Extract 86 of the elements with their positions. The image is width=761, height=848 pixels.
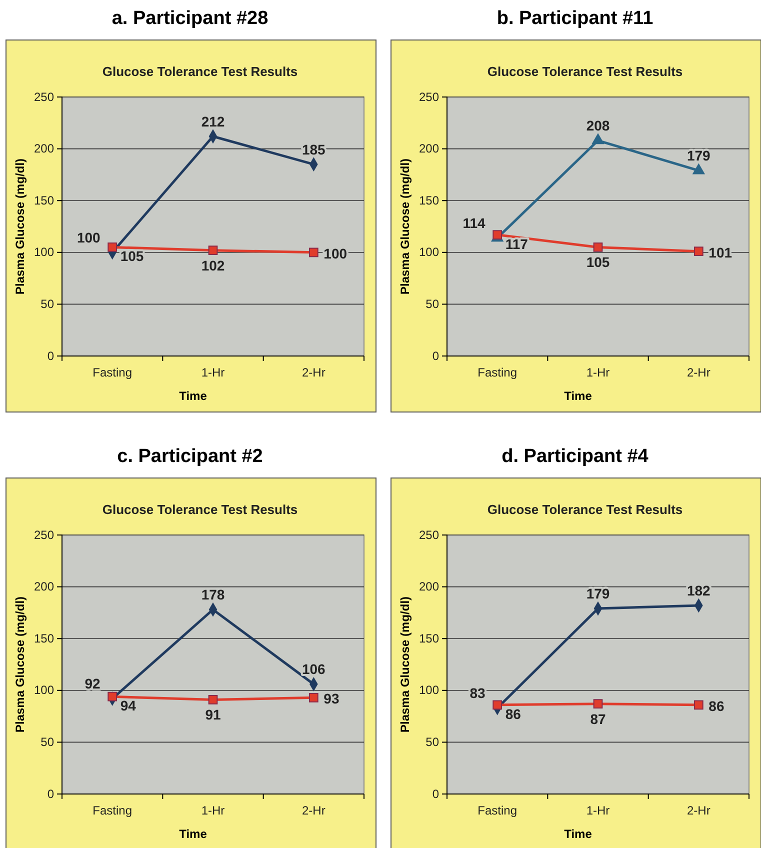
point [694, 246, 704, 256]
point [492, 230, 502, 240]
y-tick-label: 100 [418, 245, 440, 260]
y-tick-label: 250 [418, 90, 440, 104]
point [208, 695, 218, 704]
y-tick-label: 200 [34, 580, 54, 594]
x-tick-label: Fasting [478, 366, 518, 380]
y-tick-label: 0 [47, 348, 54, 363]
point [308, 692, 318, 702]
y-tick-label: 50 [426, 297, 440, 312]
x-tick-label: 2-Hr [686, 366, 710, 380]
y-tick-label: 200 [34, 142, 54, 156]
point [208, 246, 218, 256]
chart-subtitle: Glucose Tolerance Test Results [487, 502, 683, 517]
y-tick-label: 50 [40, 297, 54, 312]
chart-subtitle: Glucose Tolerance Test Results [102, 64, 298, 79]
y-tick-label: 50 [426, 735, 440, 750]
data-label: 179 [586, 586, 610, 602]
point [108, 242, 118, 252]
point [593, 242, 603, 252]
x-axis-title: Time [179, 827, 208, 841]
y-tick-label: 0 [47, 786, 54, 801]
data-label: 208 [586, 118, 610, 134]
data-label: 179 [686, 148, 711, 164]
y-tick-label: 100 [34, 683, 54, 698]
data-label: 100 [76, 229, 101, 246]
point [308, 248, 318, 258]
data-label: 105 [586, 254, 610, 270]
chart-title: c. Participant #2 [117, 446, 263, 467]
point [108, 692, 118, 702]
data-label: 86 [708, 698, 724, 714]
point [492, 700, 502, 710]
chart-title: b. Participant #11 [496, 8, 654, 29]
x-axis-title: Time [564, 389, 592, 403]
chart-title: a. Participant #28 [112, 8, 268, 29]
y-tick-label: 100 [418, 683, 440, 698]
data-label: 102 [201, 257, 225, 274]
y-tick-label: 150 [418, 631, 440, 646]
data-label: 93 [324, 690, 340, 707]
y-tick-label: 50 [40, 735, 54, 750]
x-tick-label: 1-Hr [586, 804, 610, 818]
data-label: 117 [505, 236, 528, 252]
x-tick-label: 2-Hr [686, 804, 710, 818]
y-axis-title: Plasma Glucose (mg/dl) [13, 596, 27, 733]
data-label: 106 [302, 661, 326, 678]
y-tick-label: 100 [34, 245, 54, 260]
y-tick-label: 250 [34, 528, 54, 542]
data-label: 91 [205, 706, 221, 723]
data-label: 92 [84, 676, 101, 692]
y-tick-label: 250 [418, 528, 440, 542]
y-tick-label: 0 [432, 348, 440, 363]
point [692, 163, 706, 174]
y-tick-label: 150 [418, 193, 440, 208]
x-tick-label: 1-Hr [586, 366, 610, 380]
x-tick-label: 2-Hr [302, 804, 326, 818]
data-label: 182 [686, 582, 711, 598]
chart-subtitle: Glucose Tolerance Test Results [487, 64, 683, 79]
data-label: 86 [505, 706, 522, 722]
chart-subtitle: Glucose Tolerance Test Results [102, 502, 298, 517]
x-tick-label: Fasting [92, 804, 132, 818]
y-tick-label: 150 [34, 193, 54, 208]
y-axis-title: Plasma Glucose (mg/dl) [398, 158, 412, 295]
y-tick-label: 150 [34, 631, 54, 646]
x-tick-label: 1-Hr [201, 804, 225, 818]
point [694, 700, 704, 710]
y-tick-label: 200 [418, 580, 440, 594]
x-axis-title: Time [179, 389, 208, 403]
y-tick-label: 250 [34, 90, 54, 104]
data-label: 87 [590, 710, 606, 727]
x-tick-label: 2-Hr [302, 366, 326, 380]
y-tick-label: 200 [418, 142, 440, 156]
data-label: 178 [201, 586, 225, 603]
data-label: 94 [120, 698, 136, 714]
data-label: 212 [201, 113, 225, 130]
point [593, 699, 603, 709]
y-axis-title: Plasma Glucose (mg/dl) [398, 596, 412, 733]
chart-title: d. Participant #4 [502, 446, 649, 467]
y-tick-label: 0 [432, 786, 440, 801]
point [592, 133, 604, 144]
data-label: 114 [462, 214, 486, 231]
x-tick-label: Fasting [478, 804, 518, 818]
data-label: 105 [120, 248, 144, 264]
x-tick-label: 1-Hr [201, 366, 225, 380]
y-axis-title: Plasma Glucose (mg/dl) [13, 158, 27, 295]
x-axis-title: Time [564, 827, 592, 841]
x-tick-label: Fasting [92, 366, 132, 380]
